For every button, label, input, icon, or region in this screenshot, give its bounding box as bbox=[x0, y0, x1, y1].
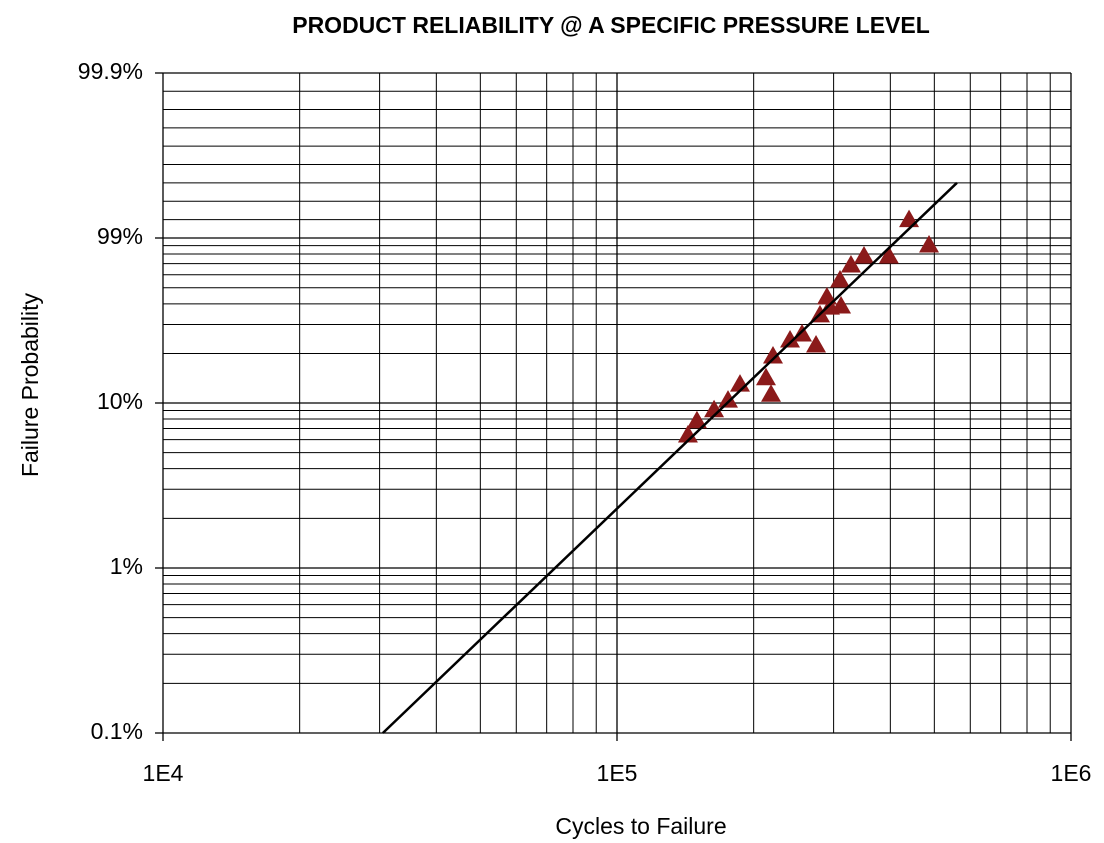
y-axis-label: Failure Probability bbox=[17, 292, 43, 477]
x-tick-label: 1E5 bbox=[597, 760, 638, 786]
chart-title: PRODUCT RELIABILITY @ A SPECIFIC PRESSUR… bbox=[292, 12, 930, 38]
data-point bbox=[686, 410, 707, 429]
y-tick-label: 10% bbox=[97, 388, 143, 414]
data-point bbox=[755, 367, 776, 386]
x-axis-label: Cycles to Failure bbox=[555, 813, 726, 839]
data-point bbox=[704, 399, 725, 418]
fit-line bbox=[382, 181, 958, 734]
data-point bbox=[780, 329, 801, 348]
data-point bbox=[899, 209, 920, 228]
y-tick-label: 1% bbox=[110, 553, 143, 579]
data-point bbox=[762, 346, 783, 364]
data-point bbox=[831, 295, 852, 314]
data-point bbox=[878, 245, 899, 264]
data-point bbox=[816, 287, 837, 305]
data-point bbox=[761, 384, 782, 402]
y-tick-label: 99% bbox=[97, 223, 143, 249]
x-tick-label: 1E6 bbox=[1051, 760, 1092, 786]
y-tick-label: 0.1% bbox=[91, 718, 143, 744]
x-tick-label: 1E4 bbox=[143, 760, 184, 786]
data-point bbox=[830, 270, 851, 288]
data-point bbox=[854, 245, 875, 264]
data-point bbox=[677, 424, 698, 443]
data-point bbox=[806, 334, 827, 353]
data-point bbox=[718, 390, 739, 408]
y-tick-label: 99.9% bbox=[78, 58, 143, 84]
data-point bbox=[919, 235, 940, 253]
data-point bbox=[840, 255, 861, 273]
